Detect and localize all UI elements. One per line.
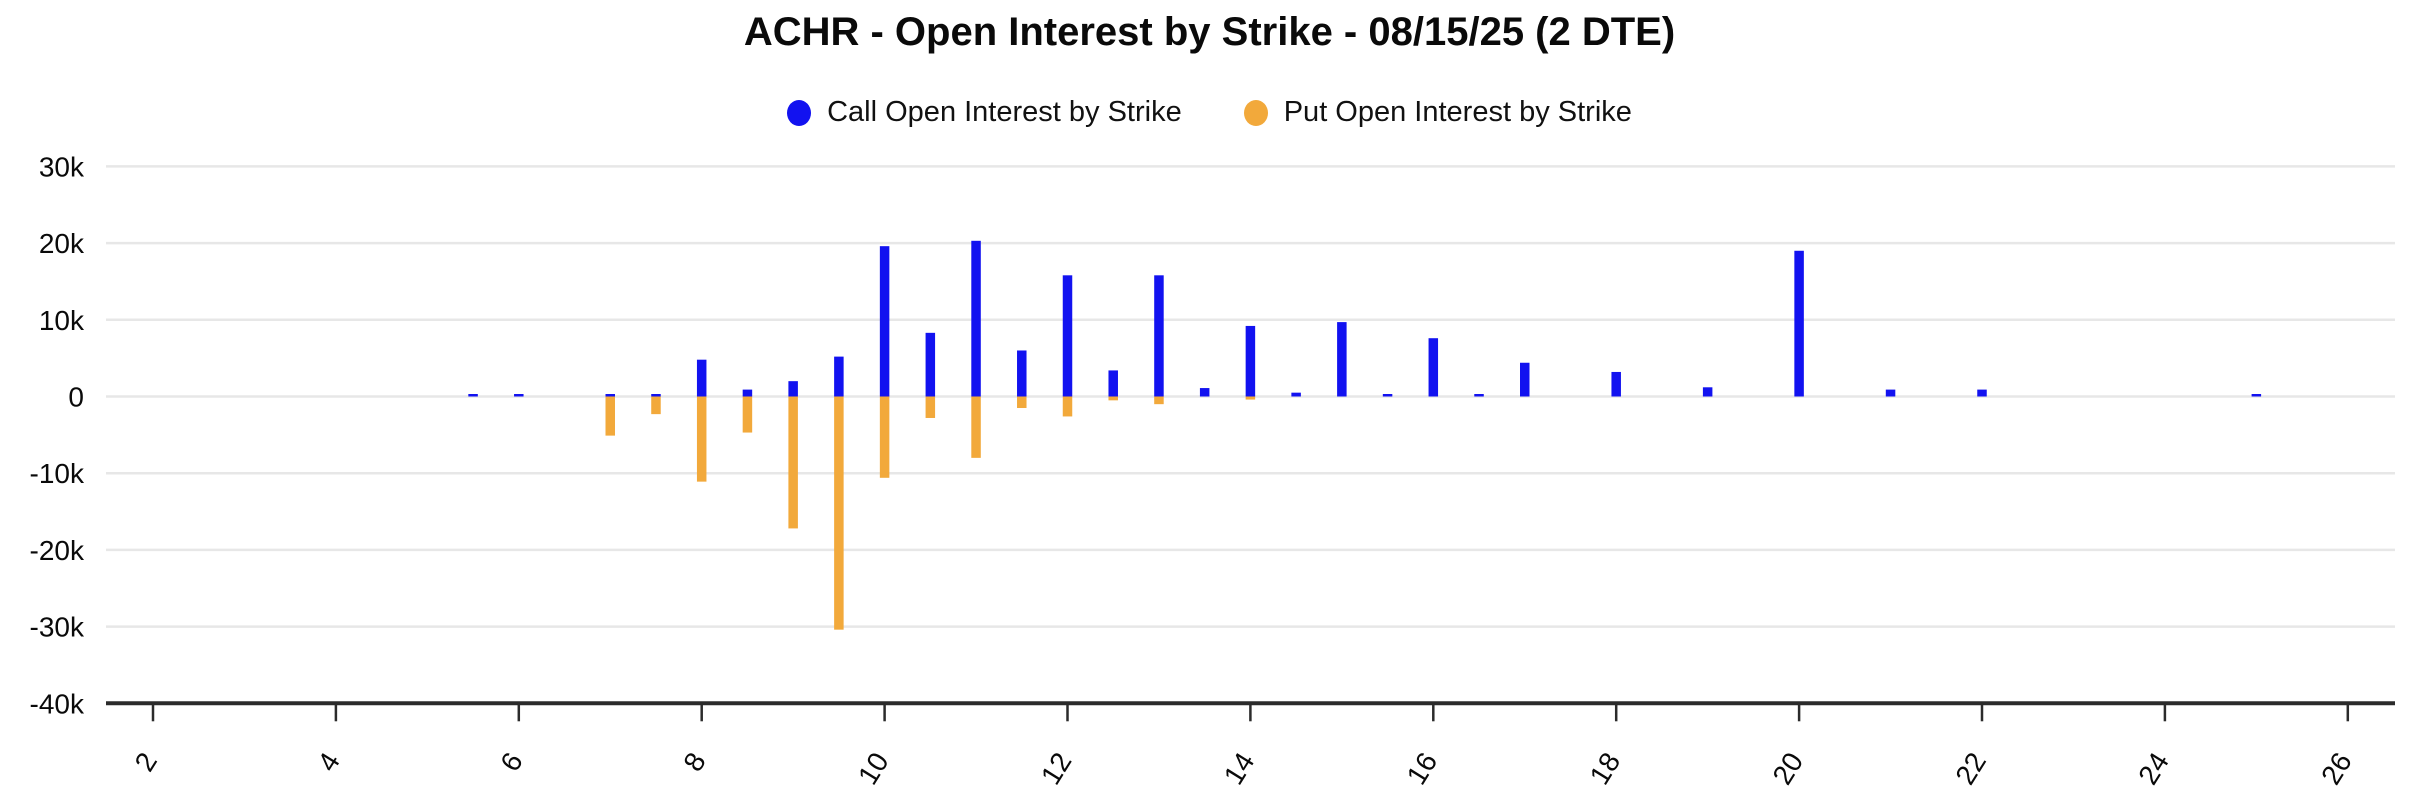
- put-bar: [834, 396, 844, 630]
- y-axis-label: -20k: [30, 535, 85, 566]
- legend-item-calls: Call Open Interest by Strike: [787, 96, 1182, 129]
- call-bar: [1428, 338, 1439, 397]
- x-axis-label: 6: [494, 747, 529, 777]
- x-axis-label: 10: [852, 747, 895, 790]
- put-bar: [742, 396, 753, 433]
- x-axis-label: 26: [2315, 747, 2358, 790]
- y-axis-label: -10k: [30, 458, 85, 489]
- call-bar: [1199, 388, 1210, 397]
- y-axis-label: -30k: [30, 612, 85, 643]
- put-bar: [1017, 396, 1027, 409]
- call-bar: [1337, 322, 1347, 397]
- call-bar: [788, 381, 798, 397]
- call-bar: [605, 394, 615, 397]
- x-axis-label: 12: [1035, 747, 1078, 790]
- call-bar: [1474, 394, 1484, 397]
- put-legend-label: Put Open Interest by Strike: [1283, 96, 1632, 128]
- call-bar: [2251, 394, 2262, 397]
- put-bar: [696, 396, 707, 482]
- call-bar: [879, 246, 890, 397]
- y-axis-label: 10k: [39, 305, 85, 336]
- legend-item-puts: Put Open Interest by Strike: [1243, 96, 1632, 129]
- call-bar: [1108, 370, 1118, 397]
- x-axis-label: 8: [677, 747, 712, 777]
- x-axis-label: 20: [1766, 747, 1809, 790]
- put-bar: [605, 396, 615, 436]
- y-axis-label: 20k: [39, 228, 85, 259]
- x-axis-label: 4: [311, 747, 346, 777]
- put-bar: [879, 396, 890, 478]
- call-legend-label: Call Open Interest by Strike: [827, 96, 1182, 128]
- x-axis-label: 22: [1949, 747, 1992, 790]
- put-bar: [1245, 396, 1256, 400]
- call-bar: [1062, 275, 1073, 397]
- y-axis-label: -40k: [30, 688, 85, 719]
- put-legend-dot-icon: [1243, 99, 1268, 126]
- y-axis-label: 30k: [39, 151, 85, 182]
- call-bar: [1291, 392, 1301, 397]
- call-bar: [1017, 350, 1027, 397]
- x-axis-label: 2: [129, 747, 164, 777]
- call-bar: [1611, 371, 1621, 397]
- put-bar: [651, 396, 661, 415]
- put-bar: [788, 396, 798, 529]
- x-axis-label: 14: [1218, 747, 1261, 790]
- call-bar: [1702, 387, 1713, 397]
- call-bar: [696, 359, 707, 397]
- call-bar: [1977, 389, 1987, 397]
- x-axis-label: 18: [1583, 747, 1626, 790]
- call-bar: [834, 356, 844, 397]
- put-bar: [1062, 396, 1073, 417]
- call-bar: [925, 332, 936, 397]
- call-bar: [1154, 275, 1164, 397]
- put-bar: [1108, 396, 1118, 401]
- legend: Call Open Interest by Strike Put Open In…: [0, 96, 2419, 129]
- chart-title: ACHR - Open Interest by Strike - 08/15/2…: [743, 10, 1676, 54]
- call-bar: [1245, 325, 1256, 397]
- call-bar: [1382, 394, 1393, 397]
- x-axis-label: 16: [1401, 747, 1444, 790]
- x-axis-label: 24: [2132, 747, 2175, 790]
- call-bar: [468, 394, 478, 397]
- put-bar: [925, 396, 936, 418]
- call-bar: [514, 394, 524, 397]
- call-bar: [1520, 362, 1530, 397]
- call-bar: [971, 240, 981, 397]
- y-axis-label: 0: [68, 382, 84, 413]
- call-bar: [1794, 250, 1804, 397]
- call-bar: [651, 394, 661, 397]
- put-bar: [1154, 396, 1164, 405]
- put-bar: [971, 396, 981, 458]
- call-bar: [1885, 389, 1896, 397]
- call-bar: [742, 389, 753, 397]
- call-legend-dot-icon: [787, 99, 812, 126]
